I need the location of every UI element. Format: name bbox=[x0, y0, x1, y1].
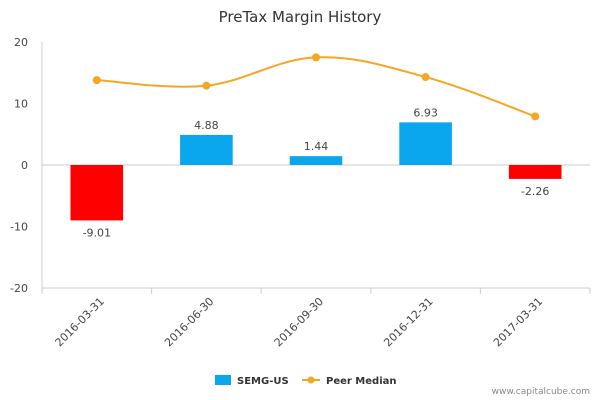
peer-median-point-2016-06-30 bbox=[202, 81, 211, 90]
y-tick-label: -10 bbox=[10, 221, 28, 234]
peer-median-point-2016-09-30 bbox=[312, 53, 320, 62]
peer-median-point-2017-03-31 bbox=[531, 112, 540, 121]
peer-median-point-2016-12-31 bbox=[421, 73, 430, 82]
bar-series: -9.01 4.88 1.44 6.93 -2.26 bbox=[70, 106, 562, 239]
x-axis: 2016-03-31 2016-06-30 2016-09-30 2016-12-31… bbox=[41, 287, 591, 349]
chart-title: PreTax Margin History bbox=[219, 8, 382, 26]
watermark-text: www.capitalcube.com bbox=[492, 387, 590, 397]
legend-label-semg-us: SEMG-US bbox=[237, 376, 289, 387]
y-tick-label: -20 bbox=[10, 282, 28, 295]
bar-2016-09-30 bbox=[289, 156, 343, 165]
x-tick-label: 2016-09-30 bbox=[272, 295, 326, 349]
bar-2016-06-30 bbox=[180, 134, 233, 165]
bar-2016-12-31 bbox=[399, 122, 452, 165]
legend-marker-peer-median bbox=[307, 376, 315, 384]
peer-median-series bbox=[92, 53, 540, 121]
bar-2017-03-31 bbox=[508, 165, 562, 179]
peer-median-point-2016-03-31 bbox=[92, 76, 101, 85]
peer-median-line bbox=[96, 56, 536, 118]
legend: SEMG-US Peer Median bbox=[215, 375, 397, 387]
bar-value-label: 6.93 bbox=[413, 106, 438, 119]
bar-2016-03-31 bbox=[70, 165, 124, 221]
x-tick-label: 2016-06-30 bbox=[162, 295, 216, 349]
y-tick-label: 10 bbox=[14, 98, 28, 111]
y-tick-label: 0 bbox=[21, 159, 28, 172]
x-tick-label: 2016-03-31 bbox=[53, 295, 107, 349]
x-tick-label: 2016-12-31 bbox=[381, 295, 435, 349]
bar-value-label: 4.88 bbox=[194, 119, 219, 132]
bar-value-label: -2.26 bbox=[521, 185, 549, 198]
x-tick-label: 2017-03-31 bbox=[491, 295, 545, 349]
bar-value-label: -9.01 bbox=[83, 226, 111, 239]
y-tick-label: 20 bbox=[14, 36, 28, 49]
legend-label-peer-median: Peer Median bbox=[326, 376, 397, 387]
legend-swatch-semg-us bbox=[215, 375, 231, 385]
bar-value-label: 1.44 bbox=[304, 140, 329, 153]
